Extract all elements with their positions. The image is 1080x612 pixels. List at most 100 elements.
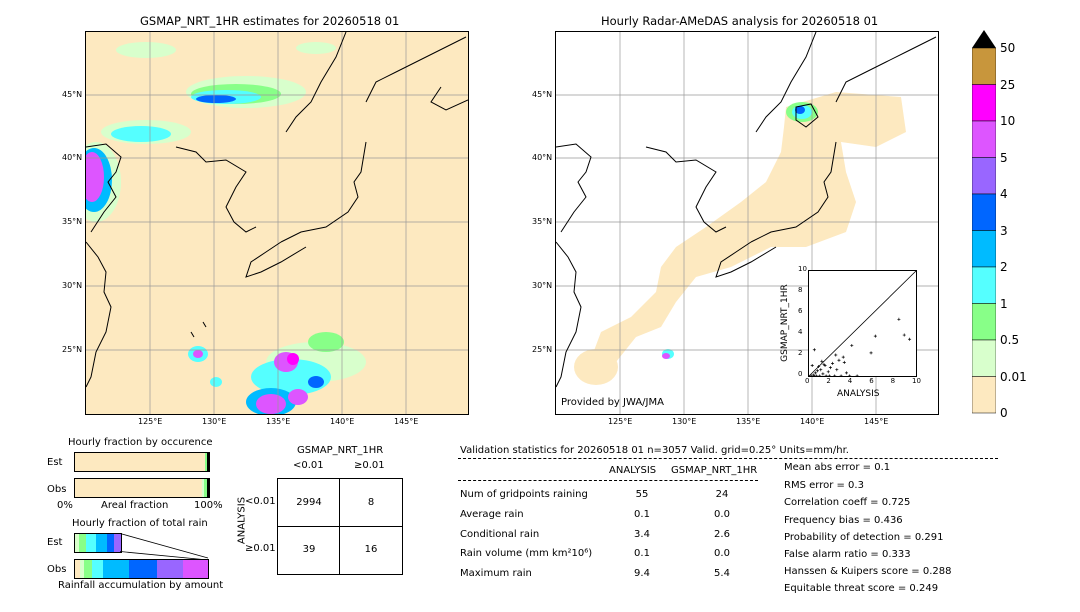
right-map-title: Hourly Radar-AMeDAS analysis for 2026051… xyxy=(601,14,879,28)
score-line: Mean abs error = 0.1 xyxy=(784,462,891,473)
scatter-plot xyxy=(808,270,917,378)
scatter-ytick: 10 xyxy=(798,265,807,273)
gsmap-map-canvas xyxy=(86,32,468,414)
stat-row-label: Num of gridpoints raining xyxy=(460,489,588,500)
validation-divider xyxy=(458,458,998,459)
scatter-point xyxy=(839,374,843,378)
total-rain-bar-obs xyxy=(74,559,209,579)
lon-label: 145°E xyxy=(394,417,419,426)
stat-analysis-value: 3.4 xyxy=(634,529,650,540)
lat-label: 25°N xyxy=(62,345,83,354)
rain-field xyxy=(86,42,366,414)
score-line: Equitable threat score = 0.249 xyxy=(784,583,939,594)
lon-label: 130°E xyxy=(672,417,697,426)
axis-left-label: 0% xyxy=(57,500,73,511)
scatter-point xyxy=(818,374,822,378)
score-line: False alarm ratio = 0.333 xyxy=(784,549,911,560)
axis-mid-label: Areal fraction xyxy=(101,500,169,511)
total-rain-bar-est xyxy=(74,533,122,553)
contingency-col-label: <0.01 xyxy=(293,460,324,471)
map-grid xyxy=(86,32,468,414)
contingency-cell: 8 xyxy=(367,497,375,508)
colorbar xyxy=(971,30,997,414)
lon-label: 130°E xyxy=(202,417,227,426)
scatter-point xyxy=(812,348,816,352)
lat-label: 40°N xyxy=(62,153,83,162)
scatter-point xyxy=(848,374,852,378)
scatter-point xyxy=(820,359,824,363)
scatter-point xyxy=(819,368,823,372)
scatter-point xyxy=(855,374,859,378)
stat-analysis-value: 55 xyxy=(635,489,649,500)
lon-label: 140°E xyxy=(330,417,355,426)
coastlines xyxy=(86,32,468,388)
scatter-tick-layer: 0 2 4 6 8 10 0 2 4 6 8 10 xyxy=(0,0,921,385)
scatter-xtick: 10 xyxy=(912,377,921,385)
colorbar-label: 50 xyxy=(1000,41,1016,55)
contingency-col-label: ≥0.01 xyxy=(354,460,385,471)
scatter-point xyxy=(821,372,825,376)
gsmap-map xyxy=(85,31,469,415)
colorbar-segment xyxy=(971,120,997,158)
lat-label: 35°N xyxy=(62,217,83,226)
lat-label: 40°N xyxy=(532,153,553,162)
scatter-point xyxy=(844,371,848,375)
colorbar-label: 3 xyxy=(1000,223,1008,238)
colorbar-label: 1 xyxy=(1000,296,1008,311)
colorbar-extend-arrow xyxy=(972,30,996,48)
lat-label: 25°N xyxy=(532,345,553,354)
scatter-xtick: 2 xyxy=(826,377,831,385)
scatter-xtick: 4 xyxy=(847,377,853,385)
validation-col-gsmap: GSMAP_NRT_1HR xyxy=(671,465,758,476)
scatter-ytick: 0 xyxy=(798,370,803,378)
scatter-point xyxy=(841,355,845,359)
total-rain-row-label: Obs xyxy=(47,564,67,575)
scatter-ytick: 8 xyxy=(798,286,803,294)
lon-label: 135°E xyxy=(266,417,291,426)
contingency-row-label: <0.01 xyxy=(245,496,276,507)
colorbar-label: 2 xyxy=(1000,260,1008,274)
validation-col-analysis: ANALYSIS xyxy=(609,465,657,476)
occurrence-bar-est xyxy=(74,452,210,472)
stat-analysis-value: 0.1 xyxy=(634,548,650,559)
stat-row-label: Rain volume (mm km²10⁶) xyxy=(460,548,593,559)
scatter-ylabel: GSMAP_NRT_1HR xyxy=(780,284,790,362)
scatter-point xyxy=(828,366,832,370)
stat-gsmap-value: 24 xyxy=(715,489,729,500)
occurrence-row-label: Est xyxy=(47,457,63,468)
scatter-point xyxy=(814,374,818,378)
scatter-xtick: 8 xyxy=(890,377,896,385)
lat-label: 30°N xyxy=(62,281,83,290)
lon-label: 125°E xyxy=(608,417,633,426)
stat-analysis-value: 0.1 xyxy=(634,509,650,520)
stat-gsmap-value: 5.4 xyxy=(714,568,730,579)
scatter-point xyxy=(869,351,873,355)
colorbar-segment xyxy=(971,376,997,414)
scatter-xlabel: ANALYSIS xyxy=(837,389,880,399)
stat-gsmap-value: 0.0 xyxy=(714,509,730,520)
scatter-point xyxy=(826,370,830,374)
scatter-point xyxy=(810,364,814,367)
scatter-point xyxy=(837,358,841,362)
lat-label: 45°N xyxy=(532,90,553,99)
stat-row-label: Conditional rain xyxy=(460,529,540,540)
lon-label: 140°E xyxy=(800,417,825,426)
data-credit: Provided by JWA/JMA xyxy=(561,397,664,408)
occurrence-title: Hourly fraction by occurence xyxy=(68,437,213,448)
scatter-point xyxy=(813,371,817,375)
stat-row-label: Maximum rain xyxy=(460,568,532,579)
contingency-cell: 39 xyxy=(302,544,316,555)
total-rain-row-label: Est xyxy=(47,537,63,548)
scatter-point xyxy=(842,360,846,364)
scatter-ytick: 2 xyxy=(798,349,803,357)
scatter-point xyxy=(827,374,831,378)
occurrence-row-label: Obs xyxy=(47,484,67,495)
contingency-table: 2994 8 39 16 xyxy=(277,478,403,575)
scatter-point xyxy=(817,365,821,369)
stat-gsmap-value: 0.0 xyxy=(714,548,730,559)
scatter-point xyxy=(835,368,839,372)
scatter-point xyxy=(908,337,912,341)
colorbar-label: 4 xyxy=(1000,187,1008,201)
left-map-title: GSMAP_NRT_1HR estimates for 20260518 01 xyxy=(140,14,400,28)
scatter-xtick: 6 xyxy=(869,377,874,385)
